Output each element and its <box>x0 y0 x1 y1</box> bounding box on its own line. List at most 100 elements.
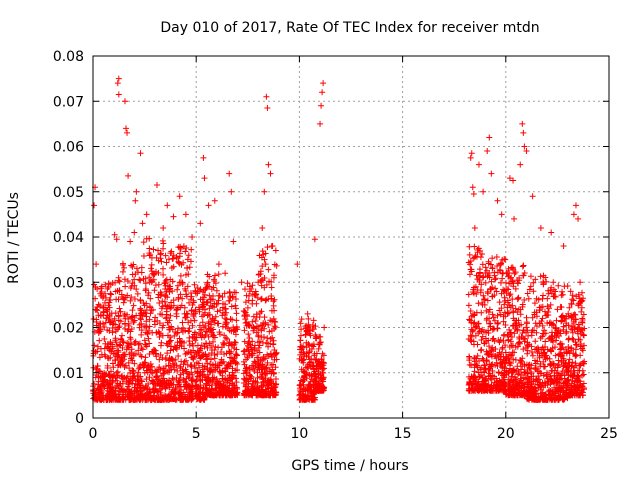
data-point-cluster <box>142 341 149 348</box>
data-point-cluster <box>99 320 106 327</box>
data-point-cluster <box>150 395 157 402</box>
data-point-cluster <box>117 308 124 315</box>
data-point-cluster <box>495 337 502 344</box>
data-point-cluster <box>118 291 125 298</box>
data-point-cluster <box>159 354 166 361</box>
data-point-cluster <box>141 302 148 309</box>
data-point-cluster <box>186 393 193 400</box>
data-point-cluster <box>249 350 256 357</box>
data-point-cluster <box>122 315 129 322</box>
data-point-cluster <box>108 348 115 355</box>
data-point-cluster <box>259 362 266 369</box>
data-point-cluster <box>96 354 103 361</box>
data-point-cluster <box>313 377 320 384</box>
data-point-cluster <box>479 333 486 340</box>
data-point-cluster <box>126 377 133 384</box>
data-point-cluster <box>222 334 229 341</box>
data-point-cluster <box>154 317 161 324</box>
data-point-cluster <box>256 366 263 373</box>
data-point-cluster <box>482 335 489 342</box>
data-point-cluster <box>119 396 126 403</box>
data-point-cluster <box>182 285 189 292</box>
data-point-cluster <box>270 351 277 358</box>
data-point-cluster <box>115 324 122 331</box>
data-point-cluster <box>199 301 206 308</box>
data-point-cluster <box>260 356 267 363</box>
data-point-cluster <box>169 326 176 333</box>
data-point-cluster <box>471 374 478 381</box>
data-point-cluster <box>180 243 187 250</box>
data-point-cluster <box>149 377 156 384</box>
data-point-cluster <box>160 379 167 386</box>
data-point-cluster <box>157 391 164 398</box>
data-point-cluster <box>305 315 312 322</box>
data-point-cluster <box>126 391 133 398</box>
data-point-cluster <box>145 335 152 342</box>
data-point-cluster <box>105 302 112 309</box>
data-point-cluster <box>306 348 313 355</box>
data-point-cluster <box>206 382 213 389</box>
data-point-cluster <box>161 298 168 305</box>
data-point-cluster <box>183 350 190 357</box>
data-point-cluster <box>184 265 191 272</box>
data-point-cluster <box>119 344 126 351</box>
data-point-cluster <box>174 306 181 313</box>
data-point-cluster <box>315 385 322 392</box>
data-point-cluster <box>151 270 158 277</box>
data-point-cluster <box>142 286 149 293</box>
data-point-cluster <box>231 355 238 362</box>
data-point-cluster <box>298 316 305 323</box>
data-point-cluster <box>138 331 145 338</box>
data-point-cluster <box>486 343 493 350</box>
data-point-cluster <box>320 376 327 383</box>
data-point-cluster <box>226 297 233 304</box>
data-point-cluster <box>199 371 206 378</box>
data-point-cluster <box>228 386 235 393</box>
data-point-cluster <box>509 296 516 303</box>
data-point-cluster <box>243 292 250 299</box>
data-point-cluster <box>118 385 125 392</box>
data-point-cluster <box>499 270 506 277</box>
data-point-cluster <box>163 259 170 266</box>
data-point-cluster <box>267 388 274 395</box>
data-point-cluster <box>252 317 259 324</box>
data-point-cluster <box>472 387 479 394</box>
data-point-cluster <box>250 313 257 320</box>
data-point-cluster <box>258 295 265 302</box>
data-point-cluster <box>160 265 167 272</box>
data-point-cluster <box>253 300 260 307</box>
data-point-cluster <box>470 320 477 327</box>
data-point-cluster <box>170 252 177 259</box>
data-point-cluster <box>249 282 256 289</box>
data-point-cluster <box>209 315 216 322</box>
data-point-cluster <box>192 365 199 372</box>
data-point-cluster <box>484 273 491 280</box>
data-point-cluster <box>482 264 489 271</box>
data-point-cluster <box>186 342 193 349</box>
data-point-cluster <box>177 371 184 378</box>
data-point-cluster <box>480 292 487 299</box>
data-point-cluster <box>171 361 178 368</box>
data-point-cluster <box>498 259 505 266</box>
data-point-cluster <box>112 279 119 286</box>
data-point-cluster <box>166 324 173 331</box>
data-point-cluster <box>500 318 507 325</box>
data-point-cluster <box>259 263 266 270</box>
data-point-cluster <box>268 295 275 302</box>
data-point-cluster <box>143 318 150 325</box>
data-point-cluster <box>199 319 206 326</box>
data-point-cluster <box>159 237 166 244</box>
data-point-cluster <box>193 382 200 389</box>
data-point-cluster <box>191 362 198 369</box>
data-point-cluster <box>261 314 268 321</box>
data-point-cluster <box>136 324 143 331</box>
data-point-cluster <box>244 386 251 393</box>
data-point-cluster <box>509 333 516 340</box>
data-point-cluster <box>178 302 185 309</box>
data-point-cluster <box>484 297 491 304</box>
data-point-cluster <box>244 280 251 287</box>
data-point-cluster <box>316 341 323 348</box>
data-point-cluster <box>156 300 163 307</box>
data-point-cluster <box>495 369 502 376</box>
data-point-cluster <box>215 297 222 304</box>
